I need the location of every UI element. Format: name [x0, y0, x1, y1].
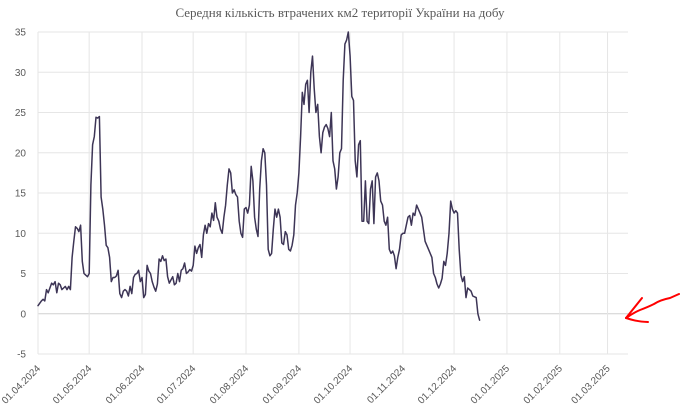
- x-tick-label: 01.05.2024: [51, 363, 94, 406]
- y-tick-label: 10: [15, 229, 27, 240]
- y-tick-label: -5: [17, 350, 26, 361]
- y-tick-label: 15: [15, 189, 27, 200]
- x-tick-label: 01.09.2024: [261, 363, 304, 406]
- x-tick-label: 01.07.2024: [155, 363, 198, 406]
- y-tick-label: 5: [20, 269, 26, 280]
- x-tick-label: 01.03.2025: [569, 363, 612, 406]
- y-tick-label: 20: [15, 148, 27, 159]
- chart-title: Середня кількість втрачених км2 територі…: [175, 5, 505, 20]
- y-tick-label: 35: [15, 28, 27, 39]
- x-tick-label: 01.10.2024: [312, 363, 355, 406]
- x-tick-label: 01.11.2024: [365, 363, 408, 406]
- arrow-head-upper: [625, 297, 643, 319]
- x-tick-label: 01.06.2024: [104, 363, 147, 406]
- series-line: [37, 31, 481, 321]
- x-tick-label: 01.08.2024: [208, 363, 251, 406]
- series-group: [37, 31, 481, 321]
- y-axis: -5 0 5 10 15 20 25 30 35: [15, 28, 27, 361]
- arrow-stroke: [625, 293, 680, 319]
- gridlines: [37, 31, 628, 355]
- arrow-head-lower: [625, 317, 649, 323]
- red-arrow-annotation: [625, 293, 680, 323]
- y-tick-label: 0: [20, 309, 26, 320]
- x-tick-label: 01.02.2025: [522, 363, 565, 406]
- y-tick-label: 30: [15, 68, 27, 79]
- x-axis: 01.04.2024 01.05.2024 01.06.2024 01.07.2024…: [0, 363, 613, 406]
- x-tick-label: 01.04.2024: [0, 363, 43, 406]
- y-tick-label: 25: [15, 108, 27, 119]
- x-tick-label: 01.12.2024: [416, 363, 459, 406]
- x-tick-label: 01.01.2025: [469, 363, 512, 406]
